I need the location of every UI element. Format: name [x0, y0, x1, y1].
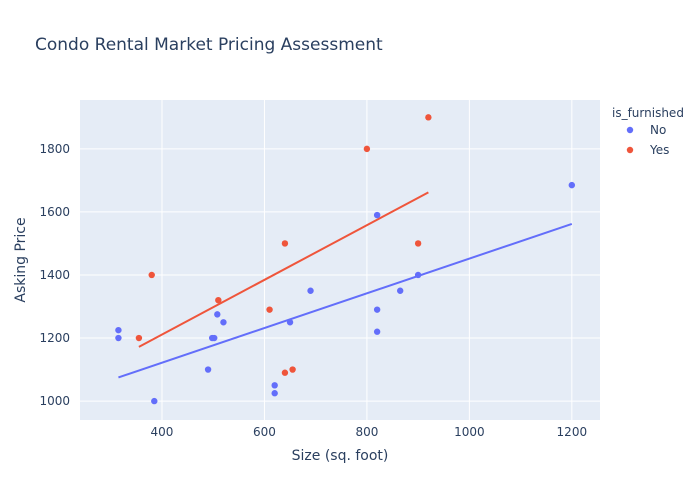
x-tick-label: 800	[355, 425, 378, 439]
trendline-yes	[138, 191, 429, 348]
y-tick-label: 1800	[39, 142, 70, 156]
data-points	[115, 114, 576, 405]
gridlines	[80, 100, 600, 420]
data-point-no[interactable]	[271, 390, 278, 397]
data-point-yes[interactable]	[266, 306, 273, 313]
data-point-yes[interactable]	[363, 145, 371, 153]
chart-title: Condo Rental Market Pricing Assessment	[35, 35, 383, 55]
data-point-yes[interactable]	[281, 240, 289, 247]
x-tick-label: 600	[253, 425, 276, 439]
data-point-no[interactable]	[115, 334, 122, 342]
data-point-yes[interactable]	[425, 114, 432, 121]
data-point-no[interactable]	[568, 181, 576, 189]
data-point-no[interactable]	[214, 311, 221, 318]
data-point-no[interactable]	[396, 287, 404, 294]
data-point-yes[interactable]	[215, 296, 222, 304]
data-point-yes[interactable]	[289, 366, 296, 373]
x-tick-label: 400	[151, 425, 174, 439]
y-tick-label: 1600	[39, 205, 70, 219]
data-point-no[interactable]	[373, 211, 381, 219]
data-point-no[interactable]	[307, 287, 314, 294]
legend-items[interactable]: No Yes	[626, 123, 670, 157]
trendlines	[118, 191, 573, 379]
legend-label-no[interactable]: No	[650, 123, 666, 137]
plot-area	[80, 100, 600, 420]
legend-title: is_furnished	[612, 106, 684, 120]
data-point-no[interactable]	[286, 319, 294, 326]
y-axis-ticks: 1000 1200 1400 1600 1800	[39, 142, 70, 408]
legend-marker-yes[interactable]	[626, 146, 634, 154]
y-tick-label: 1400	[39, 268, 70, 282]
data-point-yes[interactable]	[135, 334, 143, 342]
data-point-no[interactable]	[373, 328, 381, 335]
data-point-no[interactable]	[414, 271, 422, 279]
x-axis-ticks: 400 600 800 1000 1200	[151, 425, 588, 439]
data-point-no[interactable]	[211, 334, 218, 342]
data-point-no[interactable]	[271, 382, 278, 389]
legend-label-yes[interactable]: Yes	[649, 143, 669, 157]
trendline-no	[118, 222, 573, 379]
data-point-yes[interactable]	[414, 240, 422, 247]
data-point-no[interactable]	[220, 319, 227, 326]
x-tick-label: 1000	[454, 425, 485, 439]
y-axis-title: Asking Price	[13, 217, 29, 302]
x-tick-label: 1200	[557, 425, 588, 439]
data-point-yes[interactable]	[281, 369, 289, 376]
y-tick-label: 1000	[39, 394, 70, 408]
legend-marker-no[interactable]	[626, 126, 634, 134]
data-point-no[interactable]	[204, 366, 212, 373]
data-point-no[interactable]	[151, 397, 158, 405]
data-point-yes[interactable]	[148, 271, 155, 279]
data-point-no[interactable]	[115, 326, 122, 334]
data-point-no[interactable]	[373, 306, 381, 313]
y-tick-label: 1200	[39, 331, 70, 345]
legend[interactable]: is_furnished No Yes	[612, 106, 684, 157]
x-axis-title: Size (sq. foot)	[292, 448, 389, 464]
